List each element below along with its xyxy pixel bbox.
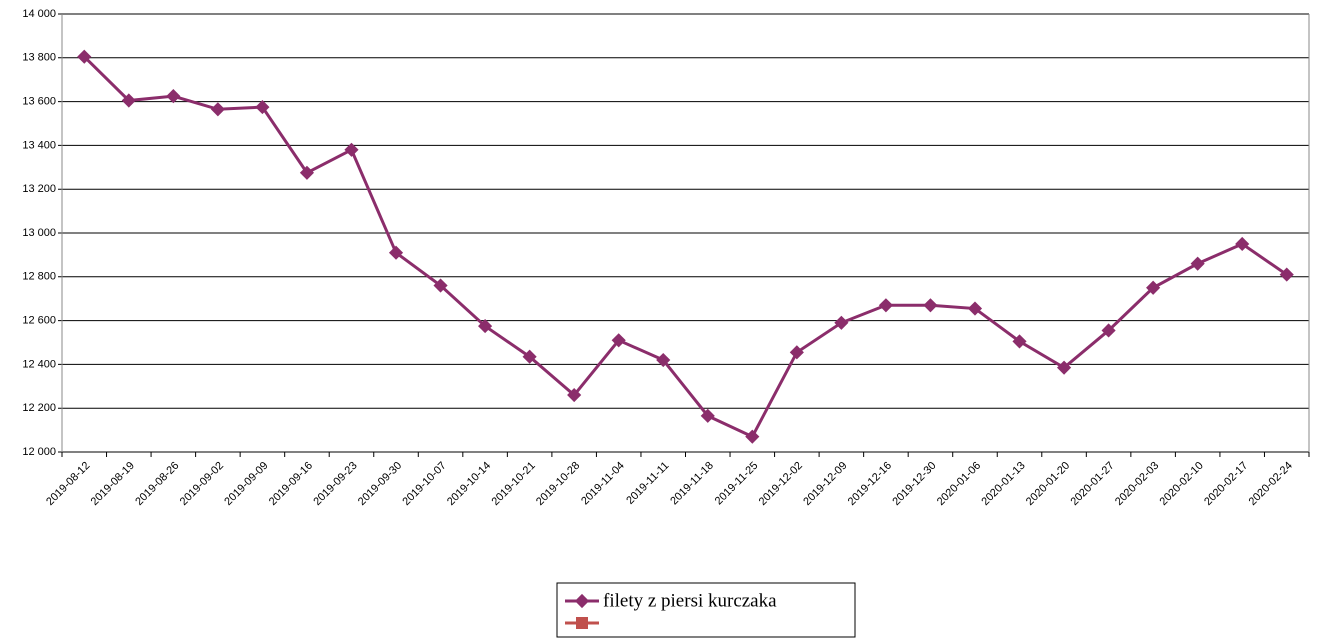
x-tick-label: 2019-09-30	[356, 460, 404, 508]
marker	[1012, 334, 1027, 349]
marker	[1279, 267, 1294, 282]
x-tick-label: 2020-01-27	[1068, 460, 1116, 508]
marker	[1235, 236, 1250, 252]
marker	[1101, 323, 1116, 338]
marker	[255, 100, 270, 115]
marker	[1056, 360, 1072, 375]
marker	[611, 333, 626, 348]
y-tick-label: 12 200	[22, 402, 56, 414]
series-line	[83, 55, 1288, 439]
y-tick-label: 13 600	[22, 96, 56, 108]
x-tick-label: 2019-10-07	[400, 460, 448, 508]
y-tick-label: 12 600	[22, 315, 56, 327]
x-tick-label: 2019-11-25	[713, 460, 761, 508]
x-tick-label: 2019-12-16	[846, 460, 894, 508]
y-tick-label: 12 000	[22, 446, 56, 458]
marker	[210, 102, 225, 117]
x-tick-label: 2019-08-26	[133, 460, 181, 508]
x-tick-label: 2020-01-06	[935, 460, 983, 508]
marker	[967, 301, 983, 316]
y-tick-label: 13 400	[22, 139, 56, 151]
marker	[344, 142, 359, 157]
marker	[567, 387, 582, 403]
marker	[700, 408, 715, 423]
marker	[834, 315, 849, 330]
marker	[522, 349, 537, 364]
x-tick-label: 2020-01-20	[1024, 460, 1072, 508]
y-tick-label: 13 200	[22, 183, 56, 195]
marker	[923, 298, 938, 313]
x-tick-label: 2019-12-09	[801, 460, 849, 508]
x-tick-label: 2019-09-02	[178, 460, 226, 508]
x-tick-label: 2020-01-13	[979, 460, 1027, 508]
x-tick-label: 2020-02-24	[1247, 460, 1295, 508]
y-tick-label: 13 000	[22, 227, 56, 239]
x-tick-label: 2020-02-17	[1202, 460, 1250, 508]
x-tick-label: 2019-08-12	[44, 460, 92, 508]
legend-box	[556, 582, 856, 638]
legend-label: filety z piersi kurczaka	[603, 590, 777, 611]
marker	[478, 319, 493, 334]
x-tick-label: 2019-11-04	[579, 460, 627, 508]
legend-marker	[576, 617, 588, 629]
x-tick-label: 2020-02-03	[1113, 460, 1161, 508]
y-tick-label: 12 800	[22, 271, 56, 283]
y-tick-label: 14 000	[22, 8, 56, 20]
y-tick-label: 12 400	[22, 358, 56, 370]
x-tick-label: 2019-10-21	[490, 460, 538, 508]
x-tick-label: 2019-08-19	[89, 460, 137, 508]
x-tick-label: 2019-10-28	[534, 460, 582, 508]
x-tick-label: 2019-09-09	[222, 460, 270, 508]
x-tick-label: 2019-12-30	[890, 460, 938, 508]
x-tick-label: 2019-09-23	[311, 460, 359, 508]
x-tick-label: 2019-11-11	[624, 460, 671, 507]
marker	[1146, 280, 1161, 295]
marker	[166, 89, 181, 104]
x-tick-label: 2020-02-10	[1158, 460, 1206, 508]
x-tick-label: 2019-09-16	[267, 460, 315, 508]
marker	[745, 429, 760, 444]
marker	[388, 245, 404, 260]
x-tick-label: 2019-12-02	[757, 460, 805, 508]
marker	[1190, 256, 1205, 271]
x-tick-label: 2019-11-18	[668, 460, 716, 508]
marker	[656, 352, 671, 368]
marker	[878, 298, 893, 313]
marker	[789, 345, 804, 360]
legend-marker	[574, 593, 590, 609]
marker	[433, 278, 448, 293]
x-tick-label: 2019-10-14	[445, 460, 493, 508]
y-tick-label: 13 800	[22, 52, 56, 64]
marker	[299, 165, 315, 180]
